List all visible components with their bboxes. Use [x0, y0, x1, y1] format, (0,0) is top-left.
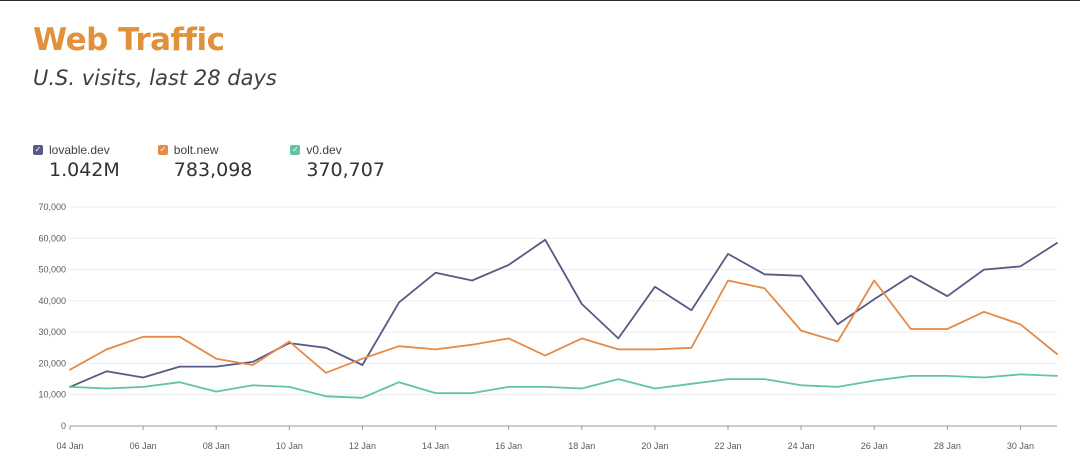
y-axis: 0 10,000 20,000 30,000 40,000 50,000 60,000 70,…: [38, 202, 66, 431]
x-axis: 04 Jan 06 Jan 08 Jan 10 Jan 12 Jan 14 Jan 16 J…: [56, 426, 1034, 451]
x-tick-label: 10 Jan: [276, 441, 303, 451]
legend-item-lovable[interactable]: ✓ lovable.dev 1.042M: [33, 143, 120, 181]
legend-label: v0.dev: [306, 143, 342, 157]
y-tick-label: 40,000: [38, 296, 66, 306]
checkbox-icon[interactable]: ✓: [33, 145, 43, 155]
y-tick-label: 10,000: [38, 390, 66, 400]
x-tick-label: 16 Jan: [495, 441, 522, 451]
x-tick-label: 26 Jan: [861, 441, 888, 451]
series-line-bolt-new: [69, 279, 1058, 374]
legend-value: 1.042M: [49, 159, 120, 181]
legend-label: bolt.new: [173, 143, 219, 157]
x-tick-label: 22 Jan: [714, 441, 741, 451]
y-tick-label: 60,000: [38, 233, 66, 243]
checkbox-icon[interactable]: ✓: [290, 145, 301, 155]
legend-item-v0[interactable]: ✓ v0.dev 370,707: [290, 143, 385, 181]
x-tick-label: 24 Jan: [788, 441, 815, 451]
y-tick-label: 50,000: [38, 265, 66, 275]
legend-item-bolt[interactable]: ✓ bolt.new 783,098: [157, 143, 253, 181]
series-line-lovable-dev: [69, 238, 1058, 388]
top-border: [0, 0, 1080, 1]
chart-title: Web Traffic: [33, 22, 225, 58]
x-tick-label: 08 Jan: [203, 441, 230, 451]
x-tick-label: 30 Jan: [1007, 441, 1034, 451]
chart-subtitle: U.S. visits, last 28 days: [33, 66, 277, 90]
grid-lines: [70, 206, 1057, 427]
legend-label: lovable.dev: [49, 143, 110, 157]
x-tick-label: 28 Jan: [934, 441, 961, 451]
legend: ✓ lovable.dev 1.042M ✓ bolt.new 783,098 …: [33, 143, 423, 181]
x-tick-label: 18 Jan: [568, 441, 595, 451]
legend-value: 370,707: [306, 159, 385, 181]
x-tick-label: 12 Jan: [349, 441, 376, 451]
series-line-v0-dev: [69, 373, 1058, 399]
x-tick-label: 06 Jan: [130, 441, 157, 451]
legend-value: 783,098: [173, 159, 253, 181]
x-tick-label: 14 Jan: [422, 441, 449, 451]
x-tick-label: 20 Jan: [641, 441, 668, 451]
checkbox-icon[interactable]: ✓: [157, 145, 168, 155]
y-tick-label: 20,000: [38, 358, 66, 368]
x-tick-label: 04 Jan: [56, 441, 83, 451]
y-tick-label: 0: [61, 421, 66, 431]
y-tick-label: 30,000: [38, 327, 66, 337]
series-lines: [69, 238, 1058, 399]
y-tick-label: 70,000: [38, 202, 66, 212]
